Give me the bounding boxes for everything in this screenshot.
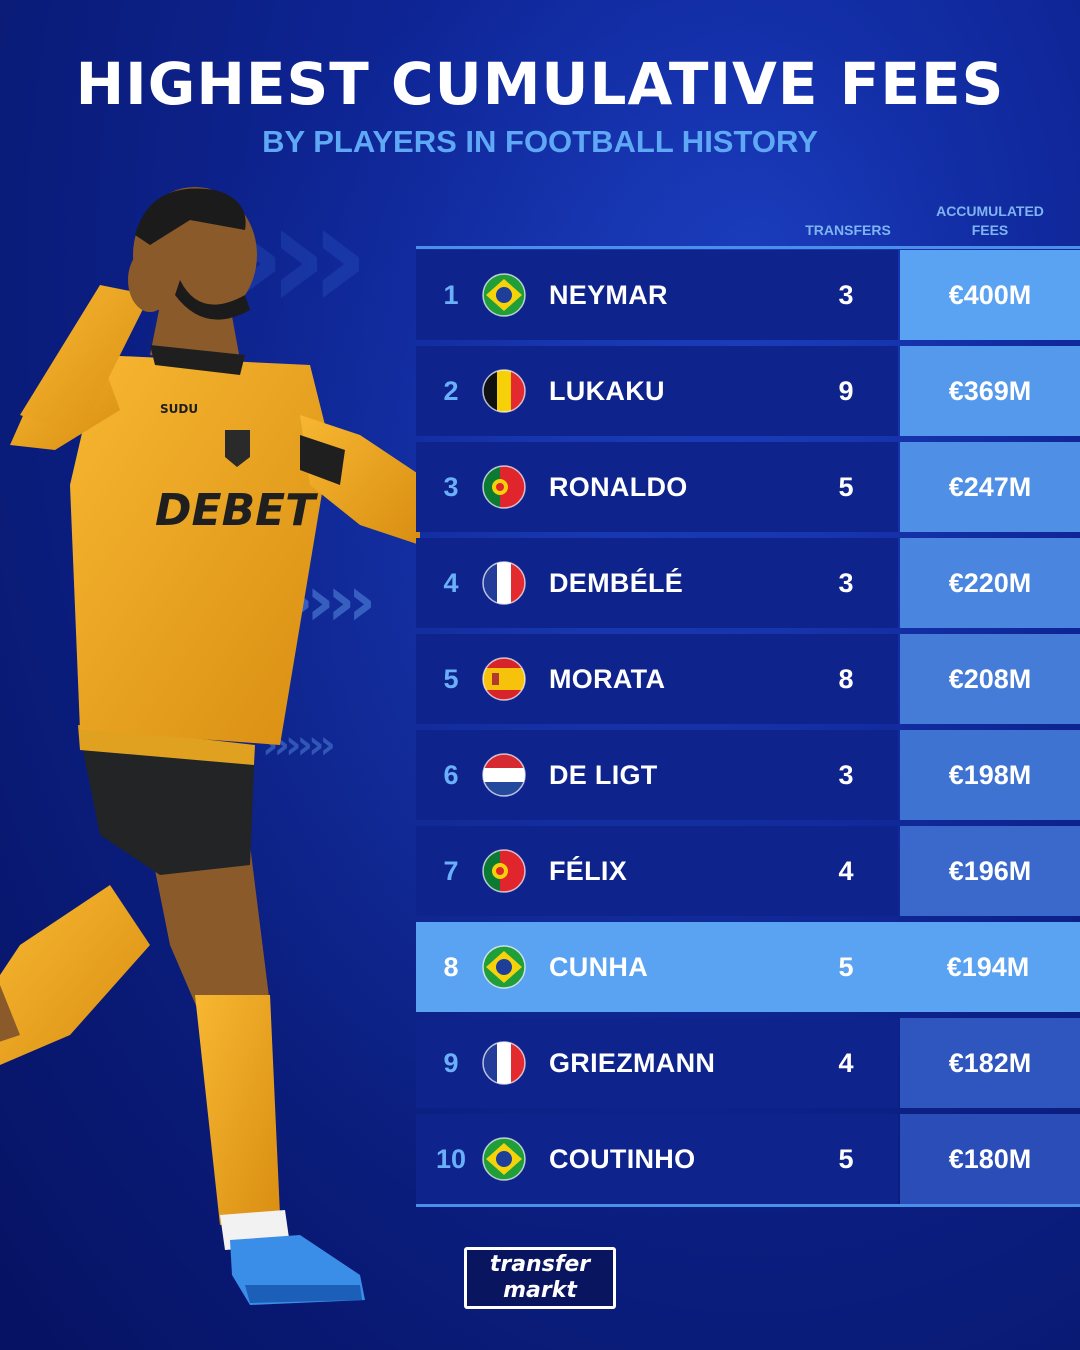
accumulated-fee: €198M bbox=[948, 760, 1032, 790]
fee-cell: €220M bbox=[900, 538, 1080, 628]
france-flag-icon bbox=[482, 561, 526, 605]
fee-cell: €194M bbox=[898, 922, 1080, 1012]
column-header-fees-line2: FEES bbox=[971, 222, 1009, 238]
accumulated-fee: €369M bbox=[948, 376, 1032, 406]
row-main-cell: 10 COUTINHO 5 bbox=[416, 1114, 898, 1204]
column-header-transfers: TRANSFERS bbox=[805, 222, 891, 238]
rank-number: 8 bbox=[443, 952, 459, 982]
player-name: RONALDO bbox=[549, 472, 688, 502]
accumulated-fee: €194M bbox=[946, 952, 1030, 982]
table-row: 6 DE LIGT 3 €198M bbox=[416, 730, 1080, 820]
table-row: 5 MORATA 8 €208M bbox=[416, 634, 1080, 724]
row-main-cell: 1 NEYMAR 3 bbox=[416, 250, 898, 340]
row-main-cell: 6 DE LIGT 3 bbox=[416, 730, 898, 820]
spain-flag-icon bbox=[482, 657, 526, 701]
france-flag-icon bbox=[482, 1041, 526, 1085]
accumulated-fee: €196M bbox=[948, 856, 1032, 886]
player-name: GRIEZMANN bbox=[549, 1048, 716, 1078]
transfers-count: 5 bbox=[838, 472, 854, 502]
rank-number: 1 bbox=[443, 280, 459, 310]
row-main-cell: 8 CUNHA 5 bbox=[416, 922, 898, 1012]
table-row: 3 RONALDO 5 €247M bbox=[416, 442, 1080, 532]
rank-number: 4 bbox=[443, 568, 459, 598]
transfers-count: 4 bbox=[838, 856, 854, 886]
row-main-cell: 7 FÉLIX 4 bbox=[416, 826, 898, 916]
logo-line2: markt bbox=[503, 1278, 577, 1303]
table-row: 8 CUNHA 5 €194M bbox=[416, 922, 1080, 1012]
table-row: 2 LUKAKU 9 €369M bbox=[416, 346, 1080, 436]
transfermarkt-logo: transfer markt bbox=[464, 1247, 616, 1309]
page-title: HIGHEST CUMULATIVE FEES bbox=[75, 50, 1005, 118]
fee-cell: €180M bbox=[900, 1114, 1080, 1204]
logo-line1: transfer bbox=[489, 1252, 591, 1277]
shirt-maker-text: SUDU bbox=[160, 402, 198, 416]
netherlands-flag-icon bbox=[482, 753, 526, 797]
brazil-flag-icon bbox=[482, 945, 526, 989]
transfers-count: 3 bbox=[838, 280, 854, 310]
fee-cell: €208M bbox=[900, 634, 1080, 724]
table-bottom-divider bbox=[416, 1204, 1080, 1207]
player-name: DEMBÉLÉ bbox=[549, 568, 684, 598]
player-name: MORATA bbox=[549, 664, 666, 694]
player-name: DE LIGT bbox=[549, 760, 658, 790]
belgium-flag-icon bbox=[482, 369, 526, 413]
row-main-cell: 5 MORATA 8 bbox=[416, 634, 898, 724]
transfers-count: 9 bbox=[838, 376, 854, 406]
fee-cell: €182M bbox=[900, 1018, 1080, 1108]
player-name: LUKAKU bbox=[549, 376, 665, 406]
column-header-fees-line1: ACCUMULATED bbox=[936, 203, 1044, 219]
page-subtitle: BY PLAYERS IN FOOTBALL HISTORY bbox=[262, 124, 818, 159]
player-image: DEBET SUDU bbox=[0, 187, 420, 1305]
transfers-count: 8 bbox=[838, 664, 854, 694]
rank-number: 7 bbox=[443, 856, 459, 886]
transfers-count: 5 bbox=[838, 1144, 854, 1174]
row-main-cell: 4 DEMBÉLÉ 3 bbox=[416, 538, 898, 628]
row-main-cell: 3 RONALDO 5 bbox=[416, 442, 898, 532]
table-row: 1 NEYMAR 3 €400M bbox=[416, 250, 1080, 340]
portugal-flag-icon bbox=[482, 465, 526, 509]
table-row: 4 DEMBÉLÉ 3 €220M bbox=[416, 538, 1080, 628]
table-row: 7 FÉLIX 4 €196M bbox=[416, 826, 1080, 916]
rank-number: 6 bbox=[443, 760, 459, 790]
fee-cell: €198M bbox=[900, 730, 1080, 820]
table-row: 10 COUTINHO 5 €180M bbox=[416, 1114, 1080, 1204]
shirt-sponsor-text: DEBET bbox=[155, 485, 318, 536]
fee-cell: €247M bbox=[900, 442, 1080, 532]
row-main-cell: 9 GRIEZMANN 4 bbox=[416, 1018, 898, 1108]
row-main-cell: 2 LUKAKU 9 bbox=[416, 346, 898, 436]
fee-cell: €196M bbox=[900, 826, 1080, 916]
transfers-count: 5 bbox=[838, 952, 854, 982]
player-name: FÉLIX bbox=[549, 856, 628, 886]
rank-number: 3 bbox=[443, 472, 459, 502]
fee-cell: €369M bbox=[900, 346, 1080, 436]
accumulated-fee: €208M bbox=[948, 664, 1032, 694]
accumulated-fee: €220M bbox=[948, 568, 1032, 598]
portugal-flag-icon bbox=[482, 849, 526, 893]
rank-number: 5 bbox=[443, 664, 459, 694]
brazil-flag-icon bbox=[482, 273, 526, 317]
rank-number: 9 bbox=[443, 1048, 459, 1078]
table-row: 9 GRIEZMANN 4 €182M bbox=[416, 1018, 1080, 1108]
fee-cell: €400M bbox=[900, 250, 1080, 340]
transfers-count: 4 bbox=[838, 1048, 854, 1078]
rank-number: 2 bbox=[443, 376, 459, 406]
player-name: NEYMAR bbox=[549, 280, 668, 310]
player-name: COUTINHO bbox=[549, 1144, 696, 1174]
brazil-flag-icon bbox=[482, 1137, 526, 1181]
rank-number: 10 bbox=[435, 1144, 467, 1174]
accumulated-fee: €182M bbox=[948, 1048, 1032, 1078]
accumulated-fee: €180M bbox=[948, 1144, 1032, 1174]
column-header-fees: ACCUMULATED FEES bbox=[905, 202, 1075, 240]
table-top-divider bbox=[416, 246, 1080, 249]
transfers-count: 3 bbox=[838, 568, 854, 598]
transfers-count: 3 bbox=[838, 760, 854, 790]
accumulated-fee: €400M bbox=[948, 280, 1032, 310]
player-name: CUNHA bbox=[549, 952, 648, 982]
accumulated-fee: €247M bbox=[948, 472, 1032, 502]
